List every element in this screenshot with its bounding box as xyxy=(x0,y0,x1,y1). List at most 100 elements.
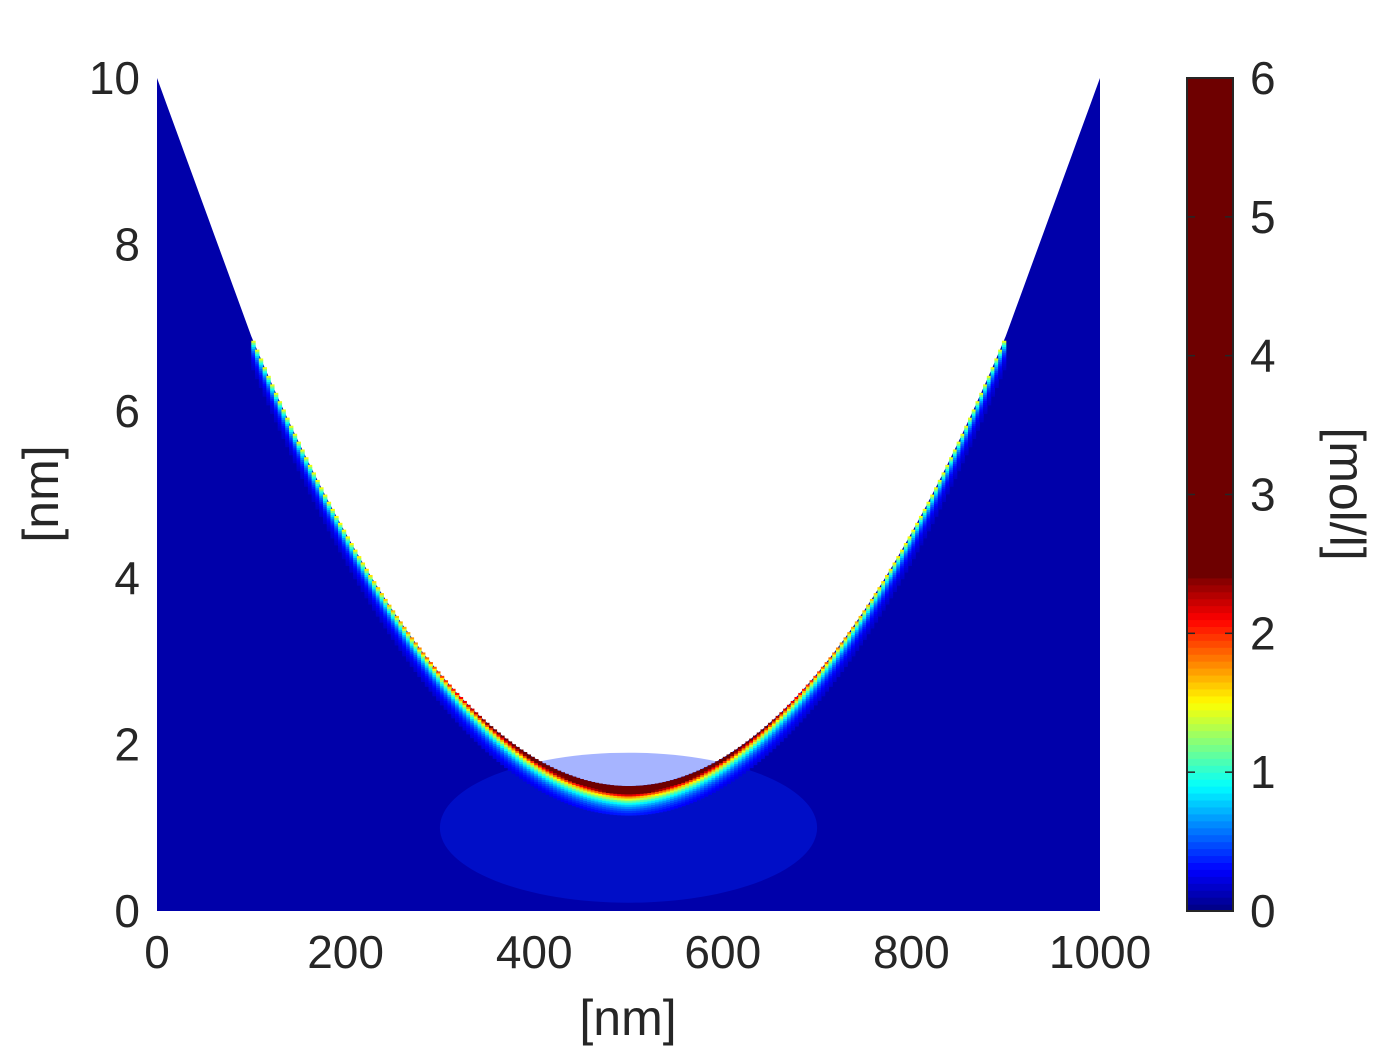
colorbar-swatch xyxy=(1187,890,1233,898)
colorbar-swatch xyxy=(1187,765,1233,773)
colorbar-swatch xyxy=(1187,404,1233,412)
colorbar-swatch xyxy=(1187,681,1233,690)
colorbar-swatch xyxy=(1187,168,1233,176)
y-tick-label: 8 xyxy=(114,219,140,271)
colorbar-swatch xyxy=(1187,251,1233,260)
colorbar-swatch xyxy=(1187,202,1233,211)
colorbar-swatch xyxy=(1187,668,1233,676)
colorbar-swatch xyxy=(1187,647,1233,655)
colorbar-swatch xyxy=(1187,182,1233,190)
colorbar-swatch xyxy=(1187,265,1233,273)
colorbar-swatch xyxy=(1187,279,1233,287)
x-tick-label: 200 xyxy=(307,926,384,978)
colorbar-swatch xyxy=(1187,508,1233,516)
colorbar-swatch xyxy=(1187,577,1233,586)
colorbar-swatch xyxy=(1187,425,1233,433)
colorbar-swatch xyxy=(1187,640,1233,648)
colorbar-swatch xyxy=(1187,522,1233,530)
colorbar-swatch xyxy=(1187,799,1233,808)
colorbar-swatch xyxy=(1187,591,1233,600)
colorbar-swatch xyxy=(1187,397,1233,405)
colorbar-swatch xyxy=(1187,869,1233,877)
colorbar xyxy=(1186,77,1234,912)
colorbar-swatch xyxy=(1187,779,1233,787)
colorbar-swatch xyxy=(1187,904,1233,912)
colorbar-tick-label: 4 xyxy=(1250,330,1276,382)
colorbar-swatch xyxy=(1187,820,1233,829)
colorbar-swatch xyxy=(1187,758,1233,766)
colorbar-swatch xyxy=(1187,543,1233,551)
colorbar-swatch xyxy=(1187,209,1233,218)
colorbar-tick-label: 0 xyxy=(1250,885,1276,937)
colorbar-swatch xyxy=(1187,786,1233,794)
colorbar-swatch xyxy=(1187,98,1233,107)
colorbar-swatch xyxy=(1187,897,1233,905)
colorbar-swatch xyxy=(1187,327,1233,336)
colorbar-swatch xyxy=(1187,772,1233,780)
colorbar-swatch xyxy=(1187,216,1233,225)
colorbar-label: [mol/l] xyxy=(1319,427,1375,560)
colorbar-swatch xyxy=(1187,751,1233,759)
colorbar-swatch xyxy=(1187,876,1233,884)
colorbar-swatch xyxy=(1187,438,1233,447)
y-tick-label: 4 xyxy=(114,552,140,604)
colorbar-swatch xyxy=(1187,674,1233,683)
x-tick-label: 800 xyxy=(873,926,950,978)
colorbar-swatch xyxy=(1187,556,1233,565)
colorbar-swatch xyxy=(1187,834,1233,843)
colorbar-swatch xyxy=(1187,744,1233,752)
colorbar-swatch xyxy=(1187,695,1233,704)
colorbar-swatch xyxy=(1187,862,1233,870)
colorbar-swatch xyxy=(1187,737,1233,745)
colorbar-swatch xyxy=(1187,501,1233,509)
colorbar-swatch xyxy=(1187,189,1233,197)
colorbar-swatch xyxy=(1187,723,1233,732)
colorbar-swatch xyxy=(1187,223,1233,232)
colorbar-swatch xyxy=(1187,307,1233,315)
colorbar-swatch xyxy=(1187,244,1233,253)
colorbar-swatch xyxy=(1187,334,1233,343)
colorbar-swatch xyxy=(1187,300,1233,308)
colorbar-swatch xyxy=(1187,515,1233,523)
y-tick-label: 6 xyxy=(114,385,140,437)
colorbar-tick-label: 3 xyxy=(1250,469,1276,521)
colorbar-swatch xyxy=(1187,619,1233,627)
colorbar-swatch xyxy=(1187,376,1233,385)
colorbar-swatch xyxy=(1187,147,1233,155)
colorbar-tick-label: 6 xyxy=(1250,52,1276,104)
colorbar-swatch xyxy=(1187,84,1233,93)
colorbar-swatch xyxy=(1187,806,1233,815)
colorbar-swatch xyxy=(1187,418,1233,426)
colorbar-swatch xyxy=(1187,480,1233,489)
y-axis-ticks: 0 2 4 6 8 10 xyxy=(89,52,140,937)
colorbar-swatch xyxy=(1187,411,1233,419)
bowl-glow xyxy=(439,752,818,903)
colorbar-swatch xyxy=(1187,827,1233,836)
plot-area xyxy=(157,78,1100,911)
x-tick-label: 1000 xyxy=(1049,926,1151,978)
colorbar-swatch xyxy=(1187,702,1233,711)
colorbar-swatch xyxy=(1187,355,1233,364)
colorbar-swatch xyxy=(1187,161,1233,169)
colorbar-swatch xyxy=(1187,841,1233,850)
colorbar-swatch xyxy=(1187,550,1233,558)
colorbar-swatch xyxy=(1187,792,1233,801)
colorbar-swatch xyxy=(1187,529,1233,537)
colorbar-swatch xyxy=(1187,612,1233,621)
colorbar-swatch xyxy=(1187,570,1233,579)
colorbar-swatch xyxy=(1187,230,1233,239)
colorbar-swatch xyxy=(1187,133,1233,142)
colorbar-swatch xyxy=(1187,661,1233,669)
x-axis-ticks: 0 200 400 600 800 1000 xyxy=(144,926,1151,978)
colorbar-swatch xyxy=(1187,605,1233,614)
colorbar-tick-label: 1 xyxy=(1250,746,1276,798)
colorbar-swatch xyxy=(1187,140,1233,149)
colorbar-swatch xyxy=(1187,459,1233,468)
colorbar-swatch xyxy=(1187,105,1233,114)
colorbar-swatch xyxy=(1187,813,1233,822)
colorbar-swatch xyxy=(1187,848,1233,857)
x-tick-label: 400 xyxy=(496,926,573,978)
colorbar-swatch xyxy=(1187,688,1233,697)
y-tick-label: 10 xyxy=(89,52,140,104)
colorbar-swatch xyxy=(1187,432,1233,440)
